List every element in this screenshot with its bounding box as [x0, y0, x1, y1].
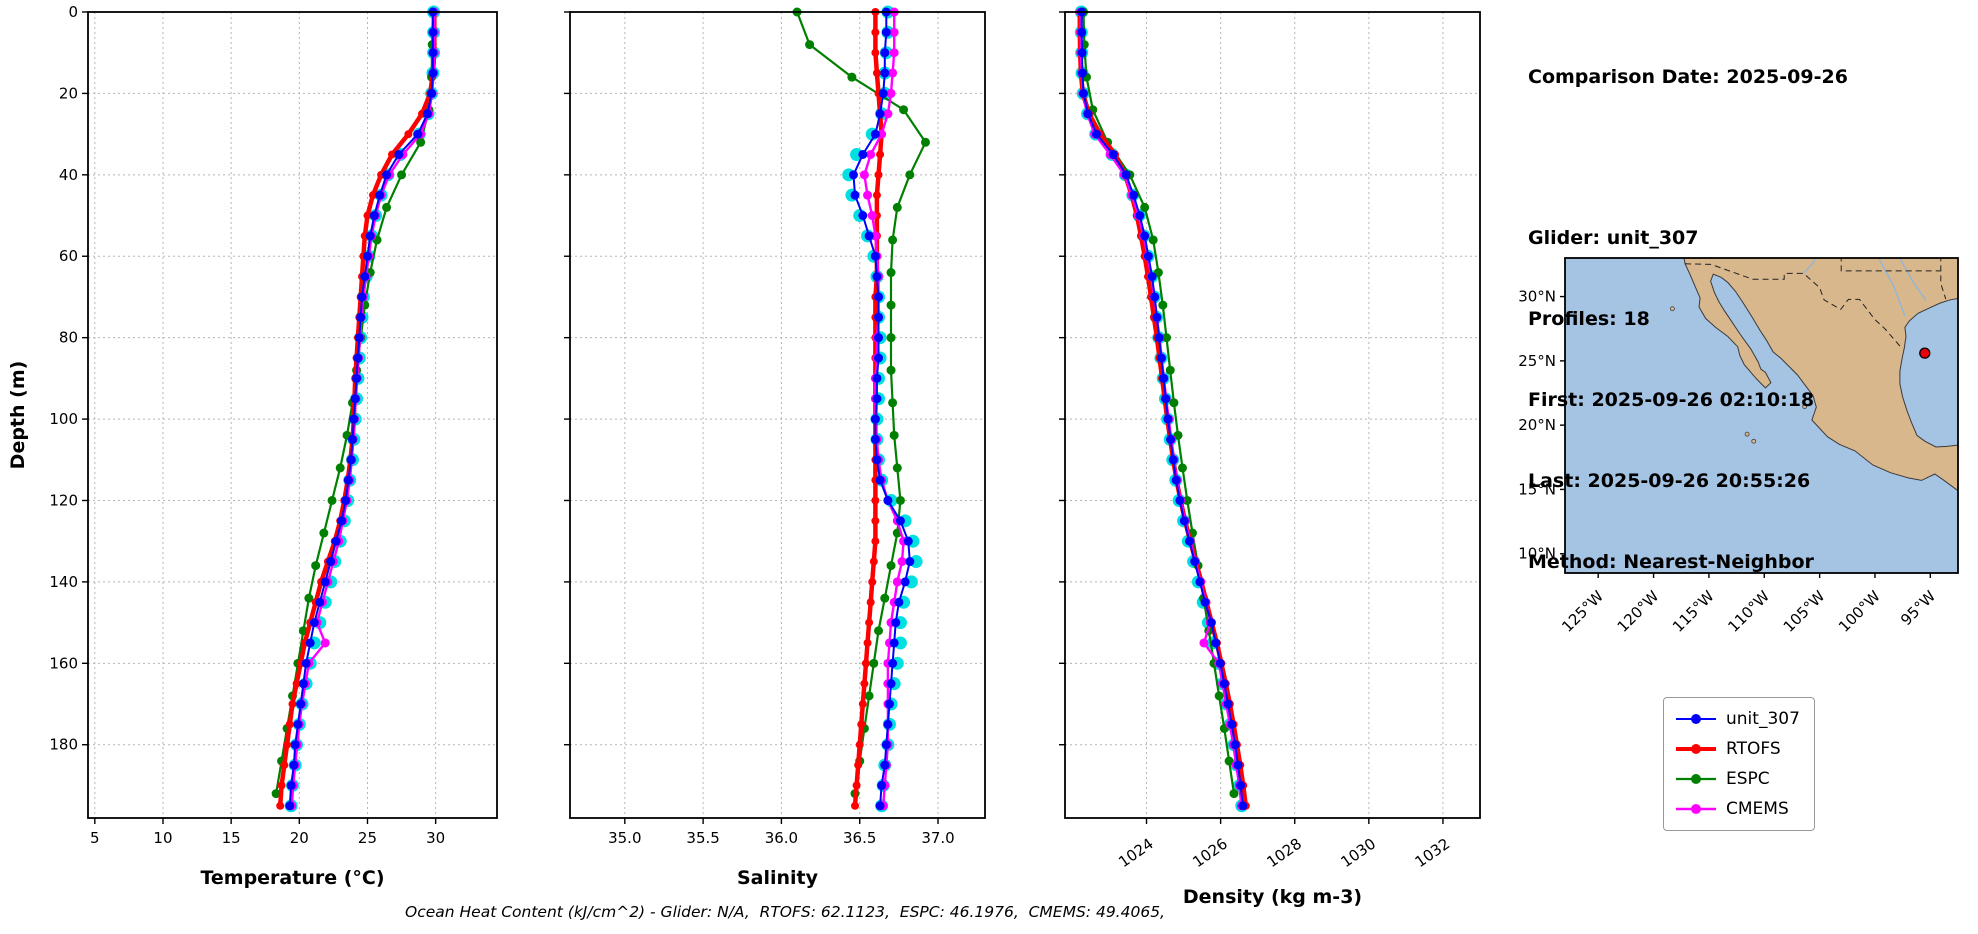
legend-marker-unit307: [1676, 714, 1716, 724]
method: Method: Nearest-Neighbor: [1528, 551, 1814, 573]
legend-label-unit307: unit_307: [1726, 709, 1800, 729]
svg-text:37.0: 37.0: [921, 829, 954, 847]
comparison-date: Comparison Date: 2025-09-26: [1528, 66, 1848, 88]
svg-text:1028: 1028: [1263, 835, 1305, 872]
legend-item-rtofs: RTOFS: [1674, 736, 1800, 762]
legend-marker-cmems: [1676, 804, 1716, 814]
svg-text:95°W: 95°W: [1897, 587, 1939, 629]
info-spacer: [1528, 145, 1848, 171]
svg-text:25: 25: [358, 829, 377, 847]
legend-marker-espc: [1676, 774, 1716, 784]
map-inset: [1565, 258, 1958, 573]
svg-text:15°N: 15°N: [1518, 480, 1556, 498]
svg-text:180: 180: [49, 736, 78, 754]
ohc-caption: Ocean Heat Content (kJ/cm^2) - Glider: N…: [405, 903, 1165, 921]
info-block: Comparison Date: 2025-09-26 Glider: unit…: [1528, 10, 1848, 630]
legend-item-unit307: unit_307: [1674, 706, 1800, 732]
svg-text:5: 5: [90, 829, 100, 847]
last-profile-time: Last: 2025-09-26 20:55:26: [1528, 470, 1811, 492]
legend-label-cmems: CMEMS: [1726, 799, 1789, 819]
first-profile-time: First: 2025-09-26 02:10:18: [1528, 389, 1815, 411]
svg-text:35.0: 35.0: [608, 829, 641, 847]
svg-text:Salinity: Salinity: [737, 867, 819, 889]
svg-text:0: 0: [68, 3, 78, 21]
svg-text:Density (kg m-3): Density (kg m-3): [1183, 886, 1362, 908]
svg-text:20°N: 20°N: [1518, 416, 1556, 434]
legend-item-espc: ESPC: [1674, 766, 1800, 792]
svg-text:100: 100: [49, 410, 78, 428]
svg-text:40: 40: [59, 166, 78, 184]
svg-text:15: 15: [222, 829, 241, 847]
legend-label-espc: ESPC: [1726, 769, 1770, 789]
svg-text:20: 20: [59, 84, 78, 102]
svg-text:30°N: 30°N: [1518, 288, 1556, 306]
svg-text:25°N: 25°N: [1518, 352, 1556, 370]
svg-text:1030: 1030: [1338, 835, 1380, 872]
svg-text:30: 30: [426, 829, 445, 847]
svg-text:Temperature (°C): Temperature (°C): [200, 867, 384, 889]
legend-item-cmems: CMEMS: [1674, 796, 1800, 822]
legend-marker-rtofs: [1676, 744, 1716, 754]
svg-text:10: 10: [153, 829, 172, 847]
svg-text:120: 120: [49, 491, 78, 509]
svg-text:36.0: 36.0: [765, 829, 798, 847]
svg-text:Depth (m): Depth (m): [7, 361, 29, 470]
svg-text:160: 160: [49, 654, 78, 672]
svg-text:1024: 1024: [1115, 835, 1157, 872]
legend: unit_307 RTOFS ESPC CMEMS: [1663, 697, 1815, 831]
svg-text:10°N: 10°N: [1518, 545, 1556, 563]
svg-text:80: 80: [59, 329, 78, 347]
svg-text:140: 140: [49, 573, 78, 591]
svg-text:1032: 1032: [1412, 835, 1454, 872]
svg-text:60: 60: [59, 247, 78, 265]
legend-label-rtofs: RTOFS: [1726, 739, 1781, 759]
glider-name: Glider: unit_307: [1528, 227, 1699, 249]
svg-text:20: 20: [290, 829, 309, 847]
svg-text:35.5: 35.5: [686, 829, 719, 847]
svg-text:1026: 1026: [1189, 835, 1231, 872]
svg-text:36.5: 36.5: [843, 829, 876, 847]
profiles-count: Profiles: 18: [1528, 308, 1650, 330]
